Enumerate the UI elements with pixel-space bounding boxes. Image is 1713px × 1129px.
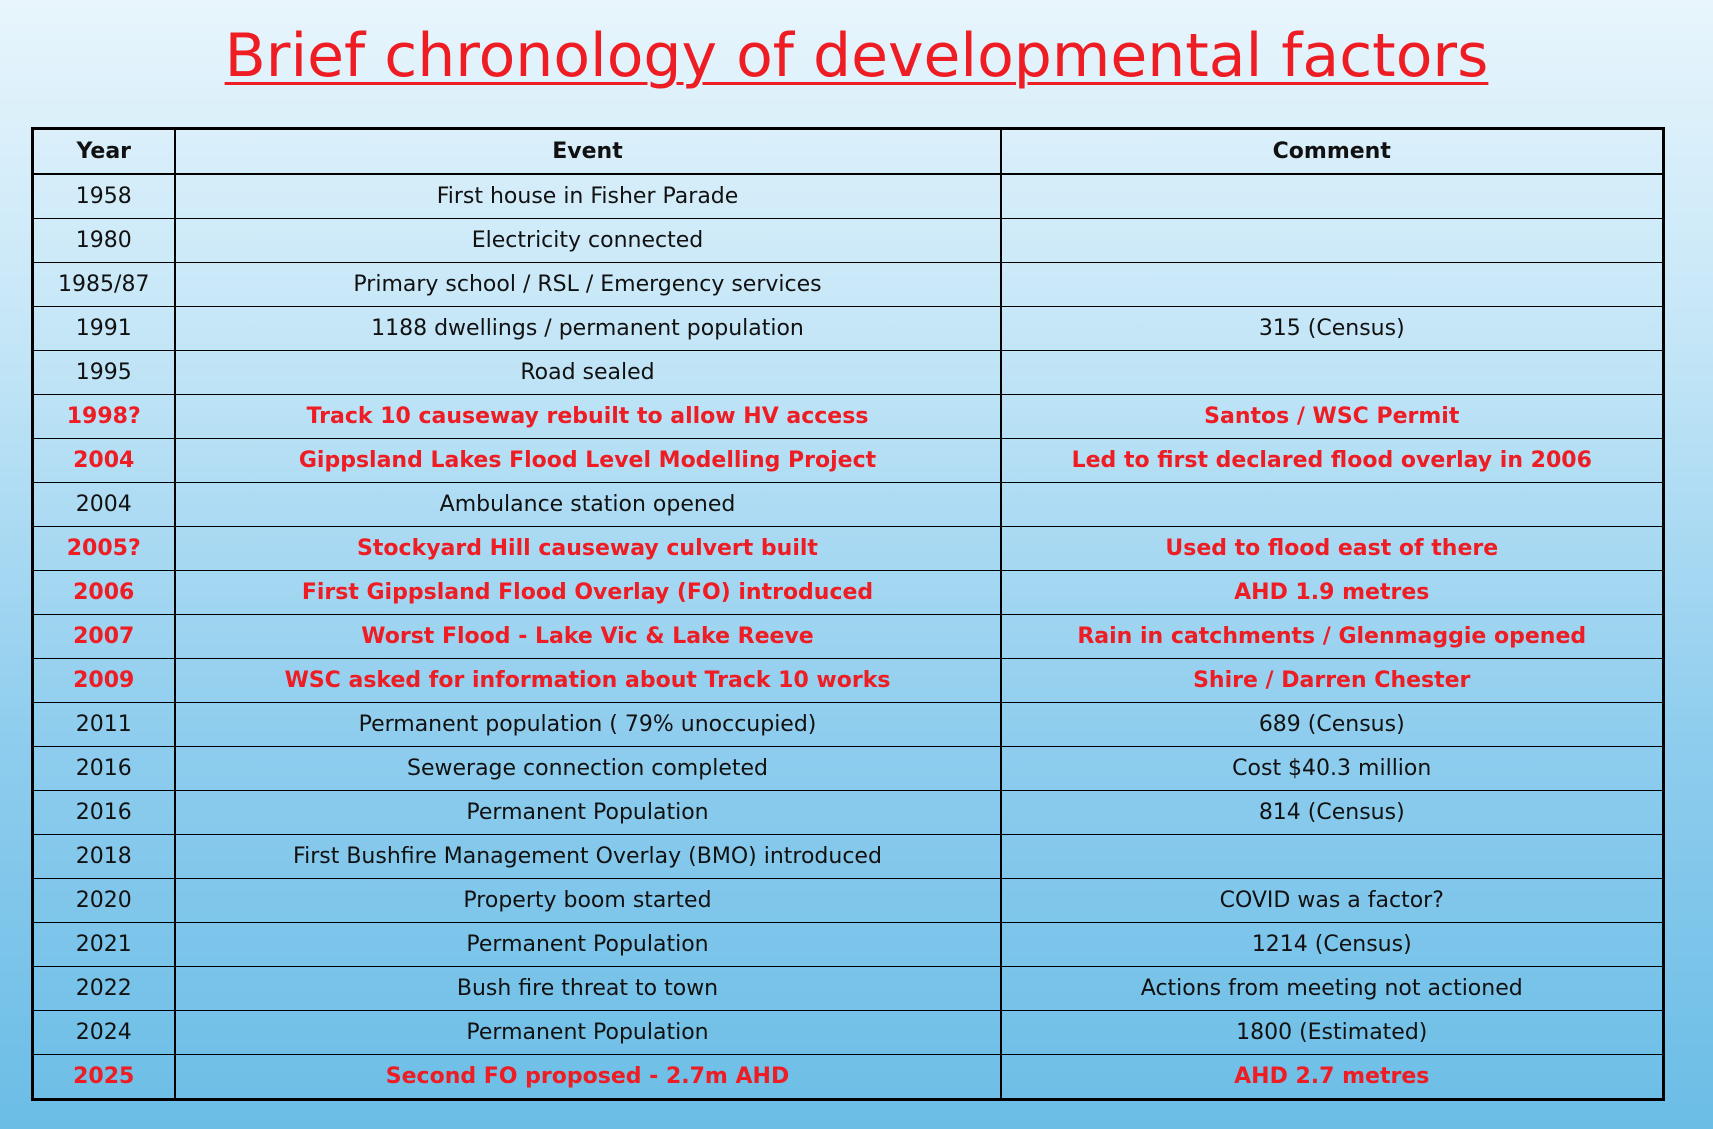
table-body: 1958 First house in Fisher Parade 1980 Elec…	[31, 173, 1665, 1100]
comment-cell	[999, 834, 1665, 879]
table-row: 2016 Sewerage connection completed Cost $4…	[31, 746, 1665, 791]
table-row: 2018 First Bushfire Management Overlay (B…	[31, 834, 1665, 879]
event-cell: Primary school / RSL / Emergency service…	[173, 262, 1002, 307]
event-cell: Permanent Population	[173, 1010, 1002, 1055]
year-cell: 2011	[31, 702, 176, 747]
table-row: 1985/87 Primary school / RSL / Emergency …	[31, 262, 1665, 307]
comment-cell	[999, 218, 1665, 263]
year-cell: 2016	[31, 790, 176, 835]
event-cell: Permanent Population	[173, 922, 1002, 967]
event-cell: WSC asked for information about Track 10…	[173, 658, 1002, 703]
event-cell: First Gippsland Flood Overlay (FO) intro…	[173, 570, 1002, 615]
table-row: 2024 Permanent Population 1800 (Estimated)	[31, 1010, 1665, 1055]
chronology-table: Year Event Comment 1958 First house in Fi…	[31, 127, 1665, 1101]
comment-cell	[999, 262, 1665, 307]
table-row: 1995 Road sealed	[31, 350, 1665, 395]
comment-cell: 814 (Census)	[999, 790, 1665, 835]
comment-cell: AHD 1.9 metres	[999, 570, 1665, 615]
page-title: Brief chronology of developmental factor…	[0, 18, 1713, 94]
table-row: 2004 Ambulance station opened	[31, 482, 1665, 527]
year-cell: 1995	[31, 350, 176, 395]
year-cell: 2004	[31, 482, 176, 527]
year-cell: 2006	[31, 570, 176, 615]
comment-cell: Rain in catchments / Glenmaggie opened	[999, 614, 1665, 659]
comment-cell: 1800 (Estimated)	[999, 1010, 1665, 1055]
event-cell: First Bushfire Management Overlay (BMO) …	[173, 834, 1002, 879]
comment-cell: 315 (Census)	[999, 306, 1665, 351]
event-cell: Bush fire threat to town	[173, 966, 1002, 1011]
event-cell: Stockyard Hill causeway culvert built	[173, 526, 1002, 571]
event-column-header: Event	[173, 128, 1002, 175]
event-cell: Permanent Population	[173, 790, 1002, 835]
comment-cell	[999, 350, 1665, 395]
event-cell: Property boom started	[173, 878, 1002, 923]
table-row: 1998? Track 10 causeway rebuilt to allow …	[31, 394, 1665, 439]
table-row: 2022 Bush fire threat to town Actions from…	[31, 966, 1665, 1011]
table-row: 2025 Second FO proposed - 2.7m AHD AHD 2.7…	[31, 1054, 1665, 1100]
table-row: 2004 Gippsland Lakes Flood Level Modellin…	[31, 438, 1665, 483]
year-cell: 1980	[31, 218, 176, 263]
event-cell: Ambulance station opened	[173, 482, 1002, 527]
table-row: 2009 WSC asked for information about Trac…	[31, 658, 1665, 703]
comment-cell	[999, 482, 1665, 527]
comment-cell: Shire / Darren Chester	[999, 658, 1665, 703]
table-row: 2011 Permanent population ( 79% unoccupie…	[31, 702, 1665, 747]
year-cell: 1958	[31, 173, 176, 219]
table-row: 1958 First house in Fisher Parade	[31, 173, 1665, 219]
table-row: 2006 First Gippsland Flood Overlay (FO) i…	[31, 570, 1665, 615]
year-cell: 2007	[31, 614, 176, 659]
page-title-text: Brief chronology of developmental factor…	[224, 21, 1489, 91]
comment-cell: Actions from meeting not actioned	[999, 966, 1665, 1011]
year-cell: 2005?	[31, 526, 176, 571]
comment-cell: 1214 (Census)	[999, 922, 1665, 967]
comment-cell: 689 (Census)	[999, 702, 1665, 747]
table-row: 2005? Stockyard Hill causeway culvert bui…	[31, 526, 1665, 571]
comment-column-header: Comment	[999, 128, 1665, 175]
event-cell: First house in Fisher Parade	[173, 173, 1002, 219]
year-cell: 2018	[31, 834, 176, 879]
table-row: 2021 Permanent Population 1214 (Census)	[31, 922, 1665, 967]
year-cell: 2025	[31, 1054, 176, 1100]
year-column-header: Year	[31, 128, 176, 175]
year-cell: 2016	[31, 746, 176, 791]
comment-cell: Santos / WSC Permit	[999, 394, 1665, 439]
table-row: 1991 1188 dwellings / permanent populatio…	[31, 306, 1665, 351]
table-header-row: Year Event Comment	[31, 128, 1665, 175]
comment-cell: Cost $40.3 million	[999, 746, 1665, 791]
event-cell: Track 10 causeway rebuilt to allow HV ac…	[173, 394, 1002, 439]
table-row: 2020 Property boom started COVID was a fac…	[31, 878, 1665, 923]
event-cell: Electricity connected	[173, 218, 1002, 263]
event-cell: Permanent population ( 79% unoccupied)	[173, 702, 1002, 747]
year-cell: 2009	[31, 658, 176, 703]
year-cell: 2022	[31, 966, 176, 1011]
year-cell: 2004	[31, 438, 176, 483]
event-cell: Worst Flood - Lake Vic & Lake Reeve	[173, 614, 1002, 659]
comment-cell: Used to flood east of there	[999, 526, 1665, 571]
event-cell: 1188 dwellings / permanent population	[173, 306, 1002, 351]
comment-cell: COVID was a factor?	[999, 878, 1665, 923]
comment-cell: AHD 2.7 metres	[999, 1054, 1665, 1100]
year-cell: 2024	[31, 1010, 176, 1055]
event-cell: Gippsland Lakes Flood Level Modelling Pr…	[173, 438, 1002, 483]
comment-cell	[999, 173, 1665, 219]
event-cell: Road sealed	[173, 350, 1002, 395]
year-cell: 2020	[31, 878, 176, 923]
event-cell: Second FO proposed - 2.7m AHD	[173, 1054, 1002, 1100]
year-cell: 1991	[31, 306, 176, 351]
table-row: 2016 Permanent Population 814 (Census)	[31, 790, 1665, 835]
table-row: 1980 Electricity connected	[31, 218, 1665, 263]
year-cell: 2021	[31, 922, 176, 967]
event-cell: Sewerage connection completed	[173, 746, 1002, 791]
year-cell: 1985/87	[31, 262, 176, 307]
table-row: 2007 Worst Flood - Lake Vic & Lake Reeve R…	[31, 614, 1665, 659]
year-cell: 1998?	[31, 394, 176, 439]
comment-cell: Led to first declared flood overlay in 2…	[999, 438, 1665, 483]
